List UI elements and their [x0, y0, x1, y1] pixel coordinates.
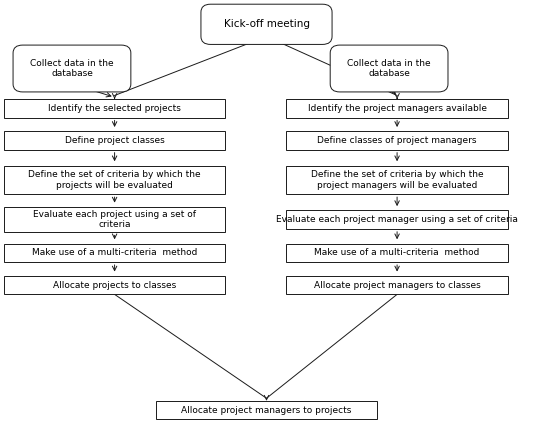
FancyBboxPatch shape — [201, 4, 332, 44]
FancyBboxPatch shape — [4, 99, 225, 118]
Text: Evaluate each project using a set of
criteria: Evaluate each project using a set of cri… — [33, 210, 196, 229]
FancyBboxPatch shape — [4, 276, 225, 294]
Text: Evaluate each project manager using a set of criteria: Evaluate each project manager using a se… — [276, 215, 518, 224]
FancyBboxPatch shape — [287, 131, 507, 150]
FancyBboxPatch shape — [287, 276, 507, 294]
Text: Kick-off meeting: Kick-off meeting — [223, 19, 310, 29]
FancyBboxPatch shape — [156, 401, 377, 419]
FancyBboxPatch shape — [4, 244, 225, 262]
Text: Collect data in the
database: Collect data in the database — [348, 59, 431, 78]
Text: Allocate projects to classes: Allocate projects to classes — [53, 281, 176, 290]
FancyBboxPatch shape — [4, 165, 225, 194]
FancyBboxPatch shape — [330, 45, 448, 92]
Text: Define the set of criteria by which the
projects will be evaluated: Define the set of criteria by which the … — [28, 170, 201, 190]
Text: Make use of a multi-criteria  method: Make use of a multi-criteria method — [32, 248, 197, 257]
FancyBboxPatch shape — [4, 207, 225, 232]
Text: Make use of a multi-criteria  method: Make use of a multi-criteria method — [314, 248, 480, 257]
Text: Allocate project managers to classes: Allocate project managers to classes — [314, 281, 480, 290]
Text: Identify the selected projects: Identify the selected projects — [48, 104, 181, 113]
Text: Allocate project managers to projects: Allocate project managers to projects — [181, 406, 352, 415]
Text: Define project classes: Define project classes — [64, 136, 165, 145]
Text: Collect data in the
database: Collect data in the database — [30, 59, 114, 78]
FancyBboxPatch shape — [287, 99, 507, 118]
Text: Identify the project managers available: Identify the project managers available — [308, 104, 487, 113]
FancyBboxPatch shape — [13, 45, 131, 92]
FancyBboxPatch shape — [4, 131, 225, 150]
FancyBboxPatch shape — [287, 210, 507, 229]
Text: Define the set of criteria by which the
project managers will be evaluated: Define the set of criteria by which the … — [311, 170, 483, 190]
Text: Define classes of project managers: Define classes of project managers — [317, 136, 477, 145]
FancyBboxPatch shape — [287, 244, 507, 262]
FancyBboxPatch shape — [287, 165, 507, 194]
